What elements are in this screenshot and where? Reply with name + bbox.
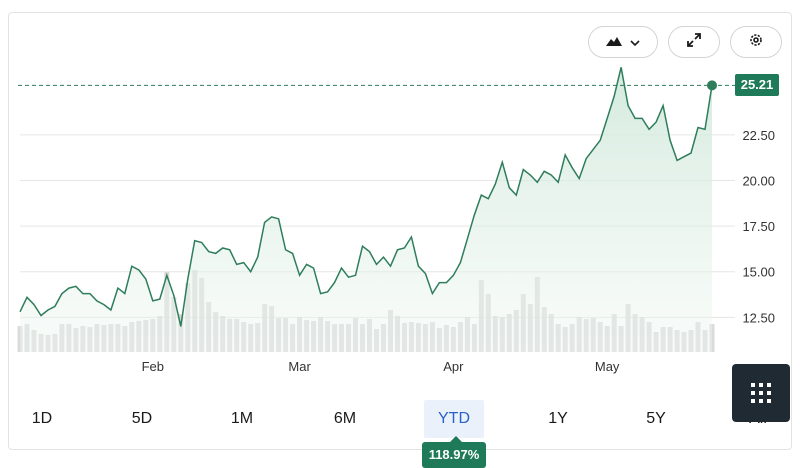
expand-button[interactable] <box>668 26 720 58</box>
gear-icon <box>748 32 764 53</box>
y-tick-label: 17.50 <box>742 219 775 234</box>
x-axis-ticks: Feb Mar Apr May <box>142 359 620 374</box>
x-tick-label: Mar <box>288 359 311 374</box>
range-tab-5d[interactable]: 5D <box>131 410 153 427</box>
y-axis-ticks: 12.50 15.00 17.50 20.00 22.50 <box>742 128 775 326</box>
chart-type-button[interactable] <box>588 26 658 58</box>
x-tick-label: Apr <box>443 359 464 374</box>
range-tab-ytd[interactable]: YTD <box>424 400 484 438</box>
range-selector: 1D 5D 1M 6M YTD 1Y 5Y All <box>0 400 800 440</box>
expand-arrows-icon <box>686 32 702 53</box>
x-tick-label: May <box>595 359 620 374</box>
y-tick-label: 20.00 <box>742 173 775 188</box>
y-tick-label: 12.50 <box>742 310 775 325</box>
grid-menu-icon <box>751 383 771 403</box>
x-tick-label: Feb <box>142 359 164 374</box>
settings-button[interactable] <box>730 26 782 58</box>
last-price-dot <box>707 80 717 91</box>
range-tab-5y[interactable]: 5Y <box>646 410 666 427</box>
grid-menu-button[interactable] <box>732 364 790 422</box>
price-area-fill <box>20 67 712 353</box>
y-tick-label: 22.50 <box>742 128 775 143</box>
last-price-label: 25.21 <box>735 74 779 97</box>
ytd-performance-badge: 118.97% <box>422 436 486 468</box>
mountain-area-icon <box>606 33 622 51</box>
range-tab-1d[interactable]: 1D <box>31 410 53 427</box>
chevron-down-icon <box>630 33 640 51</box>
range-tab-6m[interactable]: 6M <box>333 410 357 427</box>
price-line <box>19 67 713 327</box>
y-tick-label: 15.00 <box>742 265 775 280</box>
range-tab-1y[interactable]: 1Y <box>548 410 568 427</box>
range-tab-1m[interactable]: 1M <box>230 410 254 427</box>
